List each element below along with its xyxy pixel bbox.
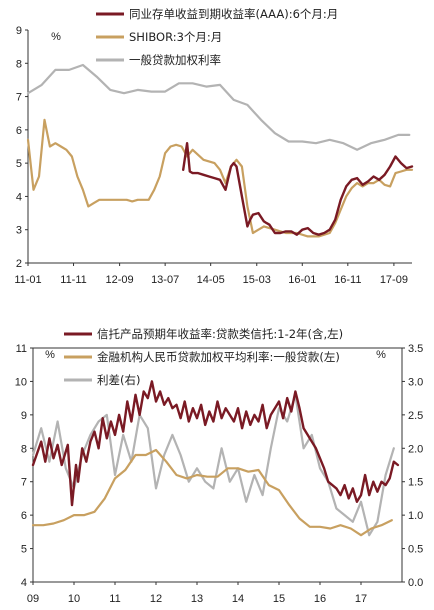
y-unit-label: % bbox=[51, 31, 61, 43]
x-tick-label: 10 bbox=[68, 593, 80, 605]
legend-entry: SHIBOR:3个月:月 bbox=[96, 30, 222, 44]
x-tick-label: 15-03 bbox=[243, 274, 271, 286]
y-tick-label: 9 bbox=[21, 410, 27, 422]
x-tick-label: 15 bbox=[273, 593, 285, 605]
legend-entry: 利差(右) bbox=[64, 373, 140, 387]
y-tick-label: 4 bbox=[16, 191, 22, 203]
series-line-1 bbox=[31, 380, 400, 507]
legend-label: 一般贷款加权利率 bbox=[129, 53, 221, 67]
x-tick-label: 14-05 bbox=[197, 274, 225, 286]
y2-unit-label: % bbox=[376, 349, 386, 361]
y2-tick-label: 0.0 bbox=[408, 577, 423, 589]
y-tick-label: 4 bbox=[21, 577, 27, 589]
y2-tick-label: 2.5 bbox=[408, 410, 423, 422]
legend-entry: 一般贷款加权利率 bbox=[96, 53, 221, 67]
x-tick-label: 17 bbox=[355, 593, 367, 605]
legend-entry: 同业存单收益到期收益率(AAA):6个月:月 bbox=[96, 7, 338, 21]
legend-label: SHIBOR:3个月:月 bbox=[129, 30, 222, 44]
y-tick-label: 9 bbox=[16, 25, 22, 37]
chart-bottom: 4 5 6 7 8 9 10 11 0.0 0.5 1.0 1.5 2.0 2.5 3.0 3.5 09 10 11… bbox=[15, 327, 424, 605]
series-line-3 bbox=[26, 63, 411, 151]
y-tick-label: 6 bbox=[16, 125, 22, 137]
y2-tick-label: 3.0 bbox=[408, 376, 423, 388]
y2-tick-label: 1.0 bbox=[408, 510, 423, 522]
x-tick-label: 13-07 bbox=[151, 274, 179, 286]
x-tick-label: 16 bbox=[314, 593, 326, 605]
y-tick-label: 8 bbox=[21, 443, 27, 455]
x-tick-label: 12-09 bbox=[106, 274, 134, 286]
y-tick-label: 7 bbox=[16, 92, 22, 104]
y2-tick-label: 3.5 bbox=[408, 343, 423, 355]
y-tick-label: 5 bbox=[21, 544, 27, 556]
y-tick-label: 10 bbox=[15, 376, 27, 388]
x-tick-label: 13 bbox=[191, 593, 203, 605]
y-unit-label: % bbox=[45, 349, 55, 361]
legend-label: 同业存单收益到期收益率(AAA):6个月:月 bbox=[129, 7, 338, 21]
y-tick-label: 3 bbox=[16, 225, 22, 237]
y-tick-label: 2 bbox=[16, 258, 22, 270]
y-tick-label: 6 bbox=[21, 510, 27, 522]
y-tick-label: 5 bbox=[16, 158, 22, 170]
chart-top: 2 3 4 5 6 7 8 9 11-01 11-11 12-09 13-07 14-05 15-03 16… bbox=[14, 7, 414, 286]
y2-tick-label: 1.5 bbox=[408, 477, 423, 489]
x-tick-label: 11 bbox=[109, 593, 120, 605]
x-tick-label: 14 bbox=[232, 593, 244, 605]
y-tick-label: 7 bbox=[21, 477, 27, 489]
x-tick-label: 16-01 bbox=[288, 274, 316, 286]
x-tick-label: 11-11 bbox=[60, 274, 87, 286]
legend-entry: 信托产品预期年收益率:贷款类信托:1-2年(含,左) bbox=[64, 327, 343, 341]
legend-entry: 金融机构人民币贷款加权平均利率:一般贷款(左) bbox=[64, 350, 340, 364]
x-tick-label: 12 bbox=[150, 593, 162, 605]
x-tick-label: 17-09 bbox=[380, 274, 408, 286]
series-line-3 bbox=[31, 393, 395, 537]
series-line-2 bbox=[31, 448, 393, 537]
x-tick-label: 09 bbox=[27, 593, 39, 605]
y-tick-label: 8 bbox=[16, 58, 22, 70]
y2-tick-label: 0.5 bbox=[408, 544, 423, 556]
x-tick-label: 11-01 bbox=[14, 274, 41, 286]
legend-label: 金融机构人民币贷款加权平均利率:一般贷款(左) bbox=[97, 350, 340, 364]
y-tick-label: 11 bbox=[16, 343, 27, 355]
legend-label: 信托产品预期年收益率:贷款类信托:1-2年(含,左) bbox=[97, 327, 343, 341]
y2-tick-label: 2.0 bbox=[408, 443, 423, 455]
series-line-2 bbox=[26, 118, 414, 238]
legend-label: 利差(右) bbox=[97, 373, 140, 387]
x-tick-label: 16-11 bbox=[334, 274, 361, 286]
series-line-1 bbox=[181, 141, 414, 236]
